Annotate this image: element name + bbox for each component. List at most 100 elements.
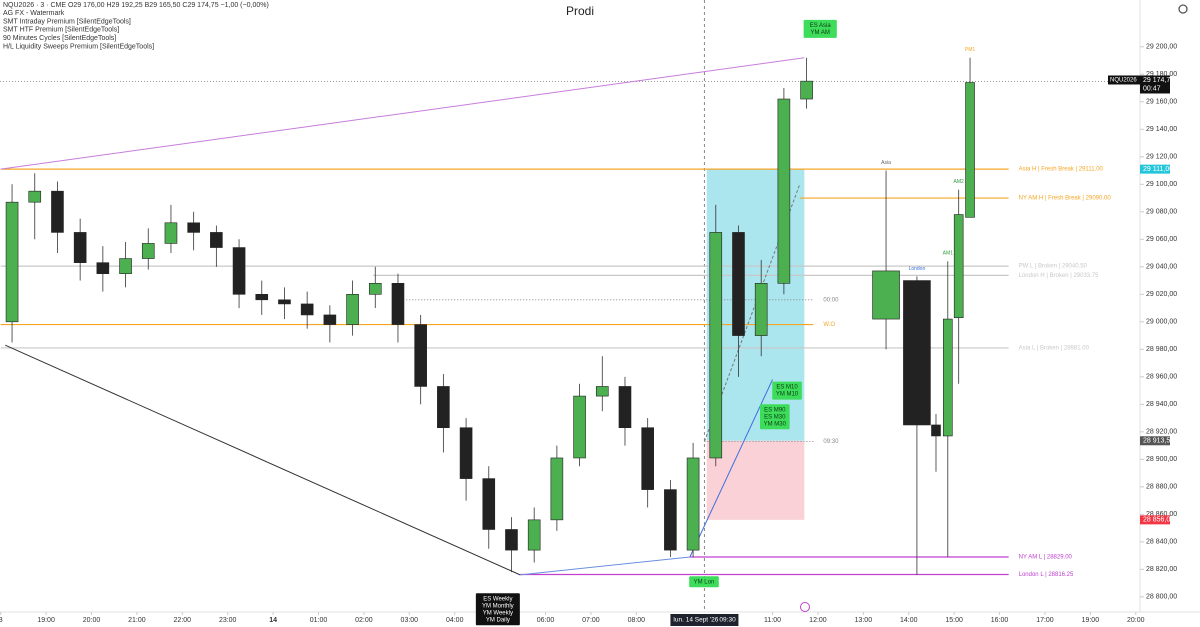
annotation-text: YM Daily	[486, 617, 510, 623]
price-badge-label: 28 913,50	[1143, 438, 1174, 445]
candle-body	[51, 190, 64, 233]
trendline	[520, 556, 690, 576]
candle-body	[210, 232, 223, 248]
candle-body	[800, 80, 813, 100]
y-tick-label: 28 900,00	[1146, 456, 1177, 463]
y-tick-label: 28 800,00	[1146, 594, 1177, 601]
x-tick-label: 15:00	[945, 617, 963, 624]
y-tick-label: 29 080,00	[1146, 209, 1177, 216]
y-tick-label: 29 100,00	[1146, 181, 1177, 188]
candle-body	[346, 294, 359, 325]
x-tick-label: 20:00	[83, 617, 101, 624]
annotation-text: YM Lon	[694, 579, 715, 585]
x-tick-label: 21:00	[128, 617, 146, 624]
x-tick-label: 11:00	[764, 617, 781, 624]
candle-body	[686, 457, 700, 551]
candle-body	[5, 201, 19, 323]
x-tick-label: 06:00	[537, 617, 555, 624]
annotation-text: ES M30	[764, 414, 786, 420]
last-price-label: 29 174,75	[1143, 77, 1174, 84]
candle-label: AM2	[954, 179, 965, 185]
x-tick-label: 20:00	[1127, 617, 1145, 624]
candle-body	[459, 427, 473, 479]
level-label: London H | Broken | 29033.75	[1019, 273, 1100, 279]
annotation-text: YM M30	[764, 421, 787, 427]
x-tick-label: 16:00	[991, 617, 1009, 624]
settings-icon[interactable]	[1178, 4, 1188, 14]
y-tick-label: 28 880,00	[1146, 484, 1177, 491]
annotation-text: YM Weekly	[483, 610, 513, 616]
y-tick-label: 29 140,00	[1146, 126, 1177, 133]
price-badge-label: 28 856,00	[1143, 517, 1174, 524]
candle-body	[164, 222, 178, 244]
x-tick-label: 14:00	[900, 617, 918, 624]
candle-label: Asia	[881, 160, 891, 166]
legend-line: 90 Minutes Cycles [SilentEdgeTools]	[3, 35, 116, 42]
level-label: Asia H | Fresh Break | 29111.00	[1019, 167, 1104, 173]
candle-body	[664, 489, 677, 551]
candle-body	[368, 283, 382, 295]
candle-body	[141, 243, 155, 259]
x-tick-label: 02:00	[355, 617, 373, 624]
y-tick-label: 29 180,00	[1146, 71, 1177, 78]
x-tick-label: 07:00	[582, 617, 600, 624]
candle-body	[414, 324, 427, 387]
level-label: 09:30	[823, 439, 839, 445]
y-tick-label: 29 160,00	[1146, 99, 1177, 106]
candle-body	[482, 478, 496, 530]
candle-body	[527, 519, 541, 551]
candle-body	[505, 529, 518, 551]
y-tick-label: 28 860,00	[1146, 511, 1177, 518]
candle-body	[942, 318, 953, 437]
price-badge	[1140, 164, 1170, 174]
annotation-text: YM M10	[776, 392, 799, 398]
candle-body	[437, 386, 450, 429]
symbol-badge	[1108, 75, 1140, 85]
level-label: Asia L | Broken | 28981.00	[1019, 346, 1090, 352]
gear[interactable]	[1178, 4, 1188, 14]
candle-body	[953, 214, 964, 318]
y-tick-label: 29 040,00	[1146, 264, 1177, 271]
y-tick-label: 28 960,00	[1146, 374, 1177, 381]
cursor-time: 09:30	[719, 617, 736, 624]
annotation-text: ES M90	[764, 407, 786, 413]
x-tick-label: 19:00	[1082, 617, 1100, 624]
x-tick-label: 23:00	[219, 617, 237, 624]
x-tick-label: 22:00	[174, 617, 192, 624]
candle-body	[550, 457, 564, 521]
y-tick-label: 28 820,00	[1146, 566, 1177, 573]
candle-body	[618, 386, 632, 429]
x-tick-label: 13:00	[855, 617, 873, 624]
price-badge	[1140, 515, 1170, 525]
candle-body	[278, 299, 291, 305]
candle-body	[732, 232, 745, 336]
x-tick-label: 19:00	[37, 617, 55, 624]
x-tick-label: 08:00	[628, 617, 646, 624]
level-label: PW L | Broken | 29040.50	[1019, 264, 1088, 270]
candle-body	[28, 190, 42, 203]
annotation-box	[803, 19, 837, 38]
y-tick-label: 28 940,00	[1146, 401, 1177, 408]
x-tick-label: 17:00	[1036, 617, 1054, 624]
replay[interactable]	[800, 602, 810, 612]
y-tick-label: 28 840,00	[1146, 539, 1177, 546]
y-tick-label: 29 200,00	[1146, 44, 1177, 51]
candle-body	[931, 424, 941, 437]
x-tick-label: 01:00	[310, 617, 328, 624]
y-tick-label: 29 060,00	[1146, 236, 1177, 243]
candle-body	[255, 294, 269, 301]
candle-label: PM1	[965, 47, 976, 53]
level-label: W.O	[823, 322, 835, 328]
replay-icon[interactable]	[800, 602, 810, 612]
level-label: 00:00	[823, 297, 839, 303]
candle-body	[391, 283, 405, 325]
candle-body	[641, 427, 654, 490]
x-tick-label: 12:00	[809, 617, 827, 624]
level-label: London L | 28816.25	[1019, 572, 1074, 578]
annotation-text: ES M10	[776, 385, 798, 391]
candle-body	[96, 262, 110, 274]
candle-body	[323, 314, 337, 325]
legend-line: AG FX - Watermark	[3, 10, 65, 17]
legend-line: SMT Intraday Premium [SilentEdgeTools]	[3, 18, 131, 25]
